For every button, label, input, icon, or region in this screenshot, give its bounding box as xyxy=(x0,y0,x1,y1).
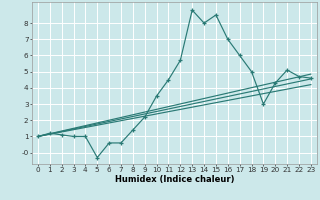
X-axis label: Humidex (Indice chaleur): Humidex (Indice chaleur) xyxy=(115,175,234,184)
